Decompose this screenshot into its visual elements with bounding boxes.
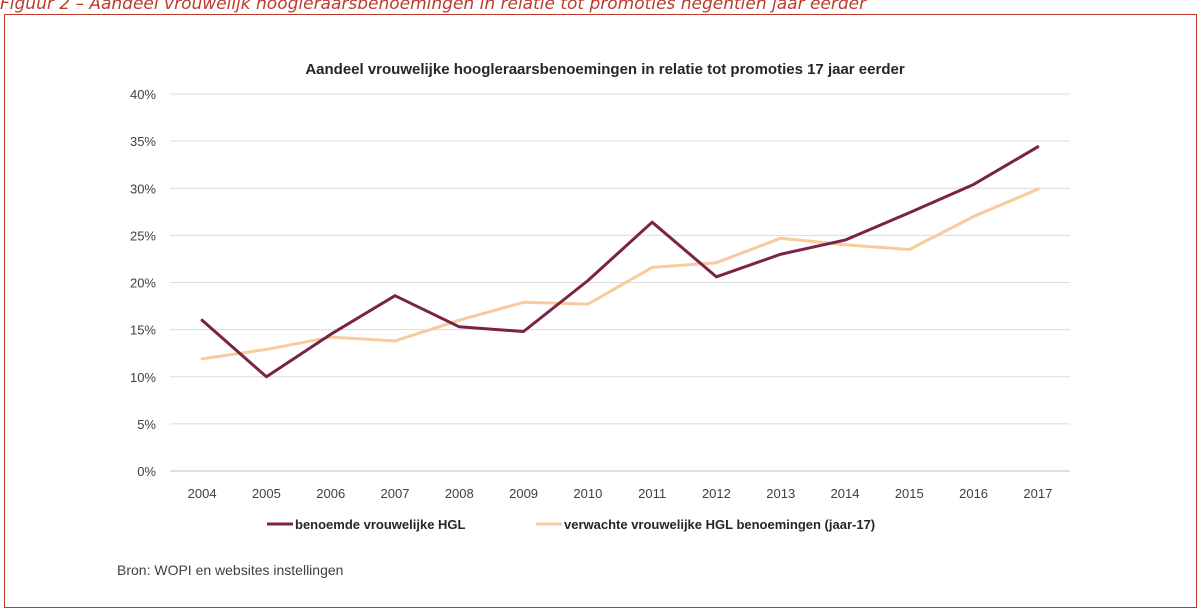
x-tick-label: 2013 xyxy=(766,486,795,501)
x-tick-label: 2015 xyxy=(895,486,924,501)
figure-caption: Figuur 2 – Aandeel vrouwelijk hoogleraar… xyxy=(0,0,867,14)
y-tick-label: 35% xyxy=(130,134,156,149)
x-tick-label: 2005 xyxy=(252,486,281,501)
x-tick-label: 2006 xyxy=(316,486,345,501)
x-tick-label: 2014 xyxy=(831,486,860,501)
x-tick-label: 2008 xyxy=(445,486,474,501)
series-line-1 xyxy=(200,145,1040,379)
y-tick-label: 10% xyxy=(130,370,156,385)
x-tick-label: 2016 xyxy=(959,486,988,501)
legend-label-1: benoemde vrouwelijke HGL xyxy=(295,517,466,532)
legend-label-2: verwachte vrouwelijke HGL benoemingen (j… xyxy=(564,517,875,532)
y-tick-label: 20% xyxy=(130,276,156,291)
x-tick-label: 2010 xyxy=(573,486,602,501)
y-tick-label: 40% xyxy=(130,87,156,102)
x-tick-label: 2004 xyxy=(188,486,217,501)
source-note: Bron: WOPI en websites instellingen xyxy=(117,562,344,578)
x-tick-label: 2009 xyxy=(509,486,538,501)
y-tick-label: 25% xyxy=(130,228,156,243)
chart-title: Aandeel vrouwelijke hoogleraarsbenoeming… xyxy=(305,61,905,78)
y-tick-label: 30% xyxy=(130,181,156,196)
x-tick-label: 2017 xyxy=(1023,486,1052,501)
x-tick-label: 2007 xyxy=(381,486,410,501)
y-tick-label: 5% xyxy=(137,417,156,432)
y-tick-label: 0% xyxy=(137,464,156,479)
series-line-2 xyxy=(200,187,1040,361)
x-tick-label: 2012 xyxy=(702,486,731,501)
figure-frame xyxy=(4,14,1197,608)
y-tick-label: 15% xyxy=(130,323,156,338)
x-tick-label: 2011 xyxy=(638,486,666,501)
